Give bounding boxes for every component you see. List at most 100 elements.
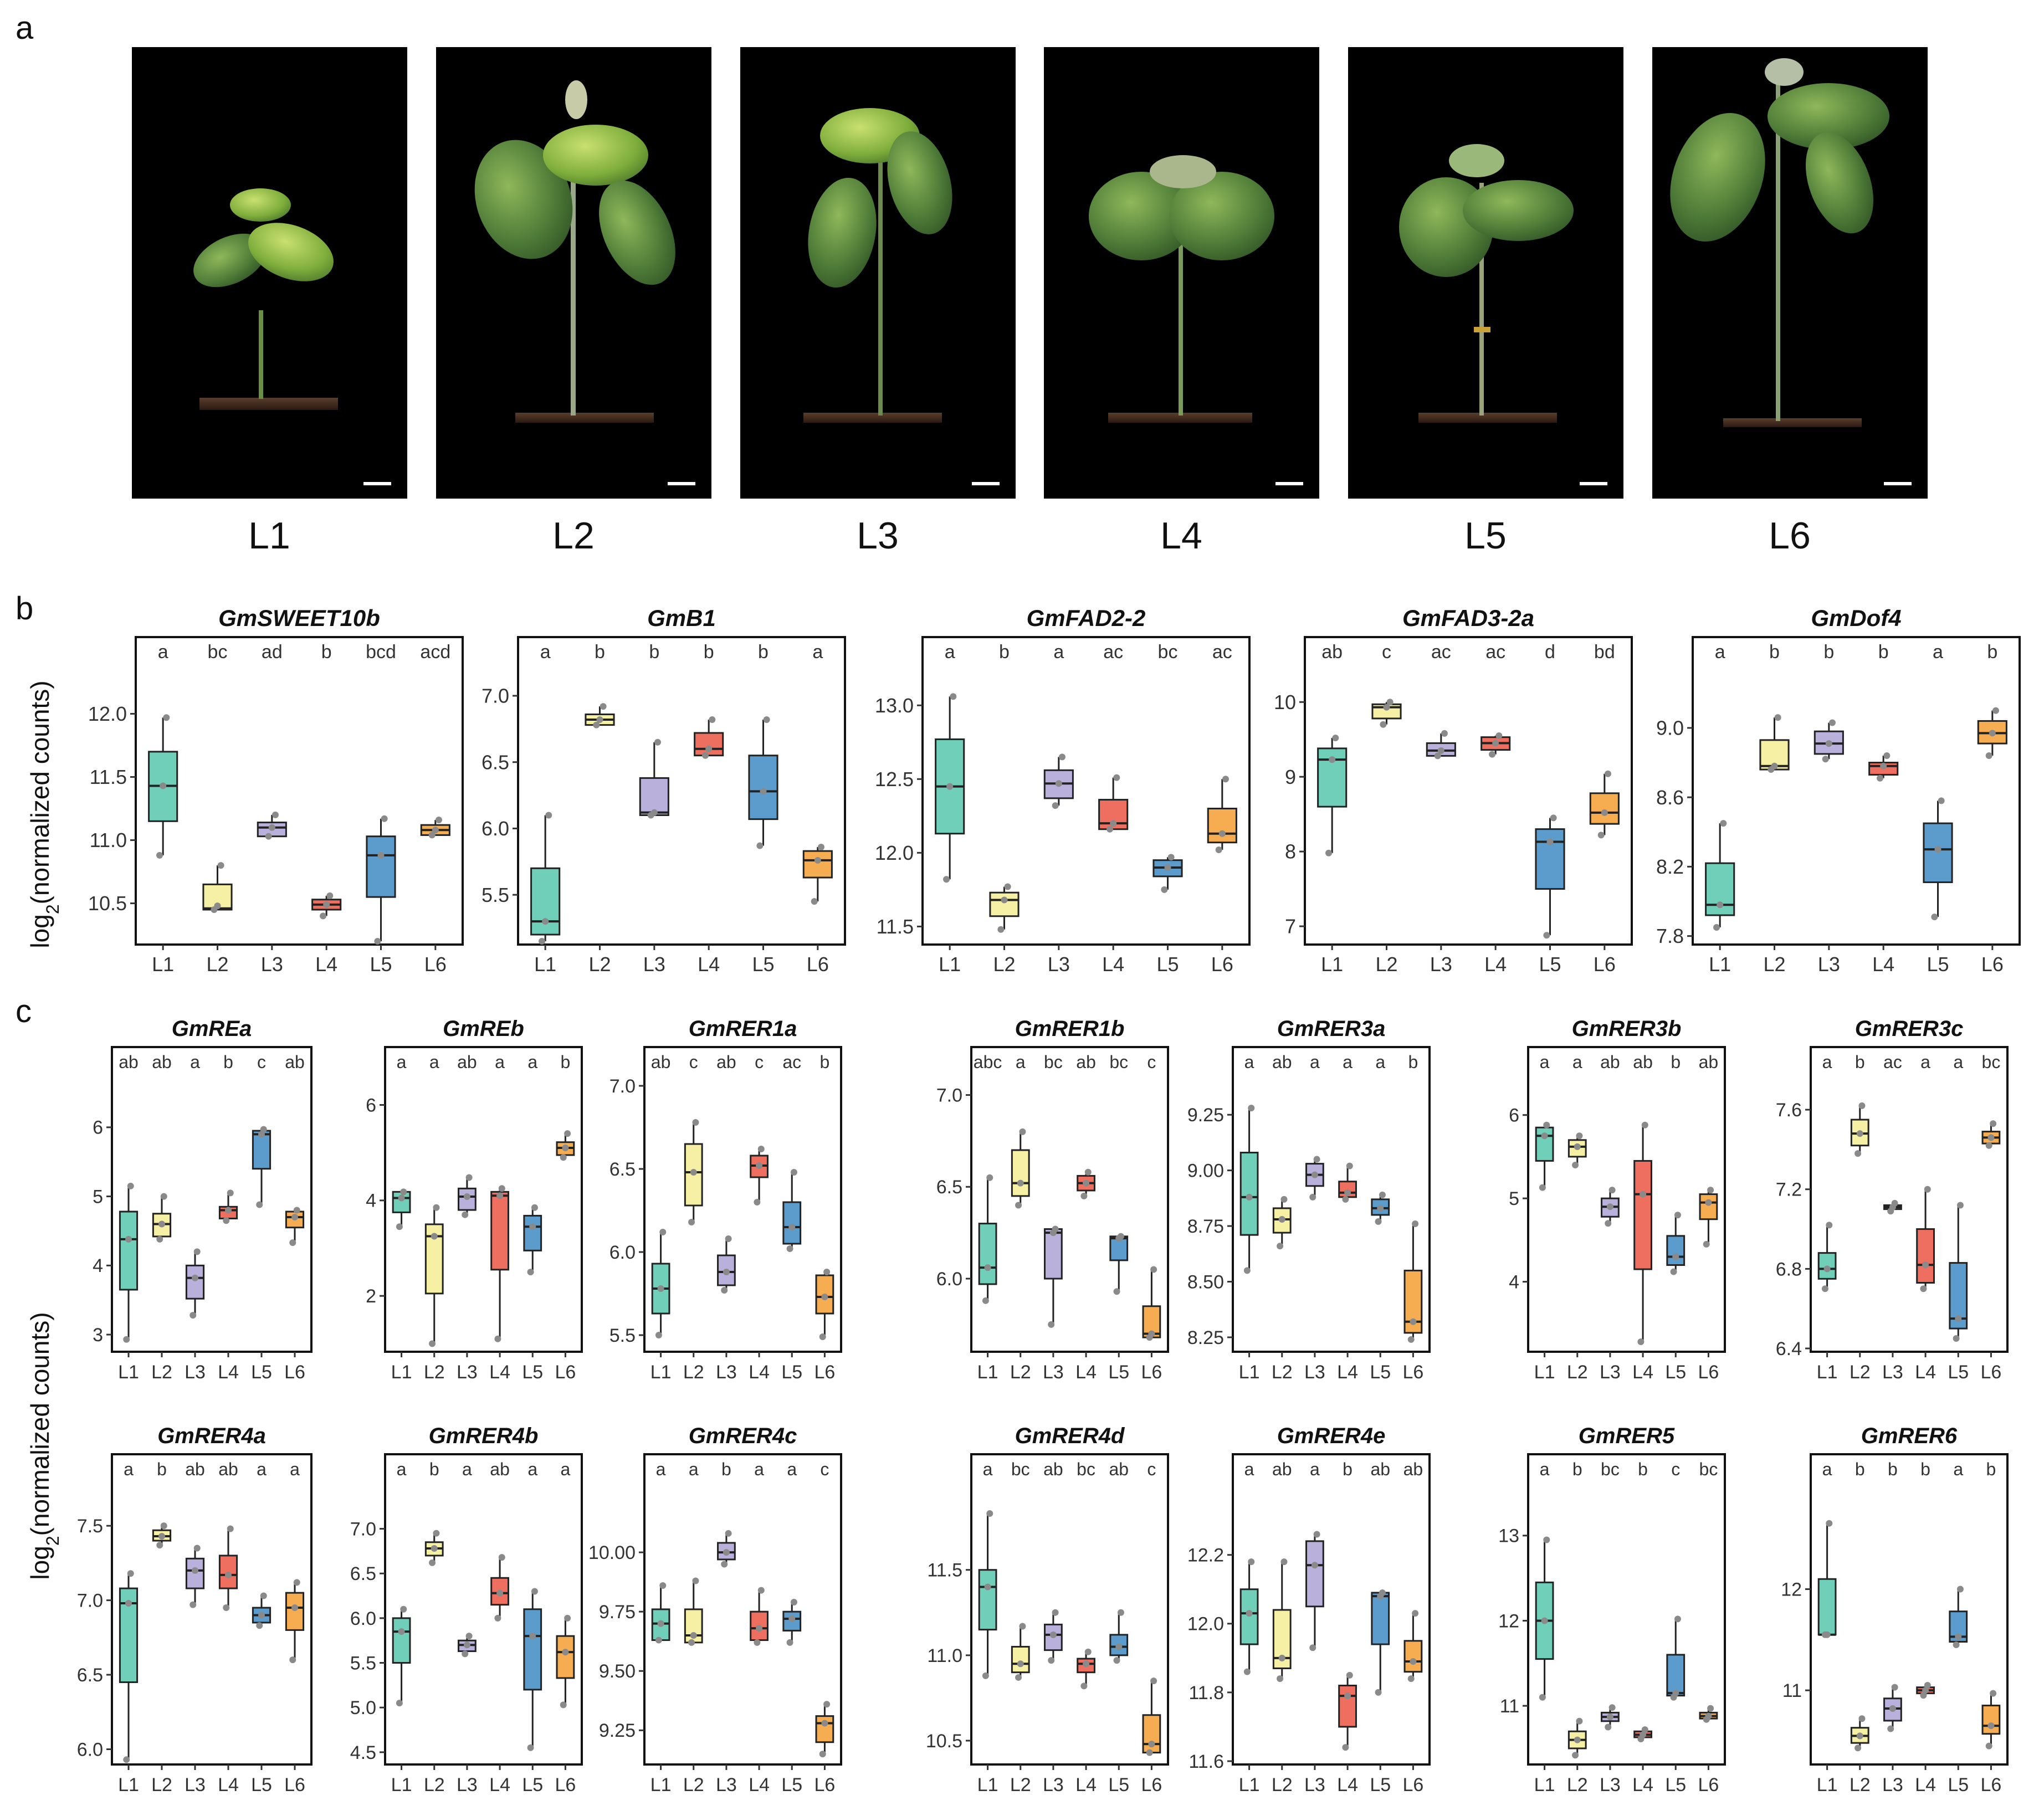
significance-letter: ac	[782, 1052, 801, 1072]
significance-letter: a	[1540, 1459, 1550, 1479]
leaf	[1169, 172, 1274, 260]
scale-bar	[972, 482, 1000, 485]
data-point	[1329, 756, 1336, 763]
data-point	[1572, 1752, 1579, 1759]
data-point	[1048, 1657, 1055, 1664]
significance-letter: b	[1343, 1459, 1353, 1479]
significance-letter: bd	[1594, 642, 1615, 663]
significance-letter: b	[1920, 1459, 1930, 1479]
data-point	[1855, 1745, 1862, 1752]
significance-letter: ab	[1633, 1052, 1653, 1072]
scale-bar	[363, 482, 391, 485]
y-tick-label: 7.0	[481, 685, 509, 707]
chart-title: GmFAD3-2a	[1402, 605, 1534, 631]
data-point	[1823, 1265, 1831, 1273]
significance-letter: ab	[119, 1052, 139, 1072]
data-point	[984, 1583, 991, 1591]
soil	[199, 398, 338, 410]
data-point	[1924, 1186, 1931, 1193]
significance-letter: b	[1878, 642, 1889, 663]
chart-title: GmRER3c	[1855, 1017, 1964, 1041]
soil	[1418, 413, 1557, 423]
data-point	[463, 1193, 470, 1200]
data-point	[982, 1297, 989, 1304]
significance-letter: a	[429, 1052, 439, 1072]
leaf	[1768, 83, 1889, 150]
data-point	[400, 1605, 407, 1613]
data-point	[1379, 1191, 1386, 1198]
data-point	[1855, 1150, 1862, 1157]
x-tick-label: L4	[315, 953, 337, 976]
plot-frame	[517, 636, 846, 946]
plot-frame	[384, 1453, 583, 1766]
data-point	[1084, 1168, 1092, 1176]
data-point	[786, 1245, 793, 1252]
data-point	[1386, 699, 1394, 706]
significance-letter: ad	[262, 642, 283, 663]
data-point	[1546, 838, 1554, 845]
significance-letter: ab	[1043, 1459, 1063, 1479]
y-tick-label: 6.5	[350, 1563, 376, 1584]
data-point	[539, 938, 546, 945]
box-l2	[1011, 1149, 1030, 1197]
data-point	[1774, 714, 1781, 721]
box-l4	[218, 1555, 238, 1589]
data-point	[293, 1579, 300, 1586]
significance-letter: ac	[1103, 642, 1123, 663]
data-point	[709, 716, 716, 724]
data-point	[189, 1601, 197, 1608]
data-point	[398, 1628, 405, 1635]
significance-letter: bc	[1601, 1459, 1620, 1479]
data-point	[432, 827, 439, 834]
box-l4	[490, 1191, 509, 1271]
data-point	[496, 1192, 504, 1199]
y-tick-label: 5.0	[350, 1697, 376, 1718]
data-point	[1880, 762, 1887, 770]
x-tick-label: L6	[1981, 1774, 2002, 1796]
y-tick-label: 9.75	[599, 1602, 636, 1623]
data-point	[1412, 1610, 1419, 1617]
data-point	[429, 1340, 436, 1347]
data-point	[1492, 740, 1499, 747]
leaf	[230, 188, 291, 222]
x-tick-label: L2	[151, 1774, 172, 1796]
significance-letter: c	[257, 1052, 266, 1072]
significance-letter: ac	[1883, 1052, 1902, 1072]
data-point	[1934, 846, 1941, 853]
data-point	[193, 1248, 201, 1255]
significance-letter: b	[721, 1459, 731, 1479]
data-point	[1858, 1715, 1866, 1722]
data-point	[494, 1614, 501, 1622]
data-point	[163, 714, 170, 721]
x-tick-label: L2	[993, 953, 1015, 976]
y-tick-label: 6.4	[1776, 1338, 1802, 1360]
x-tick-label: L4	[698, 953, 720, 976]
stem	[1179, 166, 1183, 415]
chart-gmrer3a: GmRER3a8.258.508.759.009.25L1aL2abL3aL4a…	[1187, 1017, 1431, 1383]
data-point	[655, 1332, 662, 1338]
box-plots: GmSWEET10b10.511.011.512.0L1aL2bcL3adL4b…	[77, 605, 2021, 1796]
plot-frame	[111, 1453, 313, 1766]
y-tick-label: 3	[93, 1325, 103, 1346]
y-tick-label: 11	[1782, 1680, 1802, 1701]
chart-title: GmRER4d	[1015, 1424, 1125, 1448]
data-point	[754, 1199, 761, 1205]
data-point	[223, 1604, 230, 1612]
data-point	[1891, 1684, 1898, 1691]
significance-letter: ab	[1699, 1052, 1719, 1072]
significance-letter: bc	[1011, 1459, 1030, 1479]
significance-letter: a	[527, 1052, 537, 1072]
data-point	[433, 1204, 440, 1211]
box-l5	[782, 1610, 802, 1632]
data-point	[289, 1656, 296, 1664]
data-point	[465, 1174, 473, 1181]
significance-letter: a	[397, 1052, 407, 1072]
data-point	[428, 832, 436, 839]
y-tick-label: 7	[1285, 915, 1296, 938]
data-point	[1543, 1536, 1550, 1543]
y-tick-label: 4	[1509, 1272, 1519, 1293]
x-tick-label: L3	[261, 953, 283, 976]
data-point	[657, 1285, 664, 1292]
data-point	[192, 1567, 198, 1574]
data-point	[1821, 1285, 1828, 1292]
